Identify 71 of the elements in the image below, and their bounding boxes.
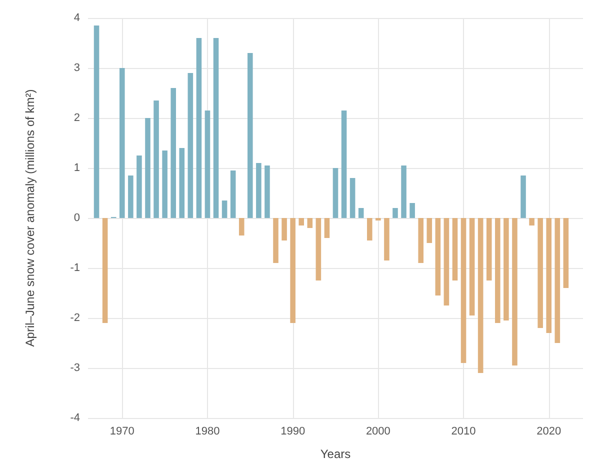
bar bbox=[546, 218, 552, 333]
bar bbox=[222, 200, 228, 218]
bar bbox=[426, 218, 432, 243]
bar bbox=[460, 218, 466, 363]
bar bbox=[444, 218, 450, 306]
bar bbox=[341, 110, 347, 218]
bar bbox=[358, 208, 364, 218]
bar bbox=[504, 218, 509, 320]
bar bbox=[529, 218, 534, 226]
bar bbox=[179, 148, 185, 218]
bar bbox=[145, 118, 150, 218]
bar bbox=[238, 218, 244, 236]
bar bbox=[170, 88, 176, 218]
bar bbox=[128, 176, 134, 218]
bar bbox=[213, 38, 219, 218]
bar bbox=[136, 156, 142, 218]
y-tick-label: 1 bbox=[74, 162, 80, 174]
bar bbox=[478, 218, 484, 373]
bar bbox=[162, 150, 168, 218]
bar bbox=[102, 218, 108, 323]
bar bbox=[290, 218, 296, 323]
y-tick-label: 4 bbox=[74, 12, 80, 24]
bar bbox=[204, 110, 210, 218]
bar bbox=[119, 68, 125, 218]
bar bbox=[298, 218, 304, 226]
bar bbox=[154, 100, 159, 218]
bar bbox=[332, 168, 338, 218]
x-tick-label: 1970 bbox=[110, 426, 134, 438]
bar bbox=[418, 218, 424, 263]
bar bbox=[230, 170, 236, 218]
bar bbox=[495, 218, 500, 323]
bar bbox=[435, 218, 441, 296]
bar bbox=[554, 218, 560, 343]
y-tick-label: -1 bbox=[70, 262, 80, 274]
y-tick-label: 3 bbox=[74, 62, 80, 74]
x-axis-title: Years bbox=[320, 447, 351, 461]
bar bbox=[520, 176, 526, 218]
bar bbox=[410, 203, 415, 218]
y-tick-label: 0 bbox=[74, 212, 80, 224]
bar bbox=[384, 218, 390, 260]
bar bbox=[273, 218, 278, 263]
x-tick-label: 2010 bbox=[451, 426, 476, 438]
bar bbox=[94, 26, 100, 218]
bar bbox=[538, 218, 543, 328]
x-tick-label: 2020 bbox=[536, 426, 562, 438]
bar bbox=[469, 218, 475, 316]
bar bbox=[282, 218, 287, 240]
bar bbox=[563, 218, 569, 288]
bar bbox=[307, 218, 313, 228]
y-axis-title: April–June snow cover anomaly (millions of km²) bbox=[23, 89, 37, 347]
bar bbox=[350, 178, 356, 218]
x-tick-label: 1990 bbox=[280, 426, 306, 438]
bar bbox=[256, 163, 262, 218]
bar bbox=[248, 53, 253, 218]
bar bbox=[512, 218, 518, 366]
bar bbox=[486, 218, 492, 280]
y-tick-label: -3 bbox=[70, 362, 80, 374]
y-tick-label: -2 bbox=[70, 312, 80, 324]
y-tick-label: 2 bbox=[74, 112, 80, 124]
bar bbox=[196, 38, 202, 218]
x-tick-label: 1980 bbox=[195, 426, 220, 438]
bar bbox=[392, 208, 398, 218]
bar bbox=[366, 218, 372, 240]
x-tick-label: 2000 bbox=[366, 426, 390, 438]
bar bbox=[401, 166, 406, 218]
bar bbox=[188, 73, 194, 218]
bar bbox=[264, 166, 270, 218]
y-tick-label: -4 bbox=[70, 412, 80, 424]
bar bbox=[316, 218, 322, 280]
bar bbox=[324, 218, 330, 238]
bar bbox=[452, 218, 458, 280]
